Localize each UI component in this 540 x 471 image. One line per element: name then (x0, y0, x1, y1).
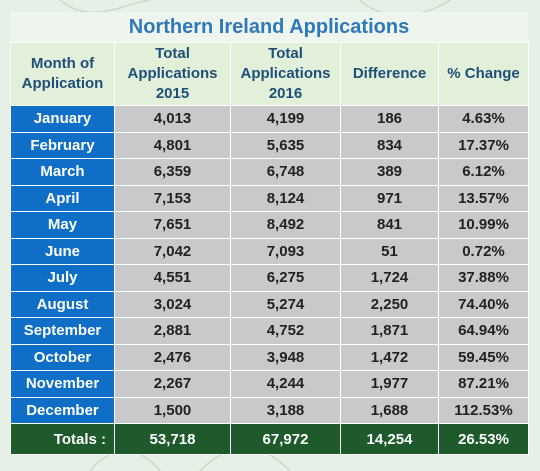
difference-cell: 2,250 (340, 290, 439, 318)
pct-change-cell: 37.88% (438, 264, 529, 292)
total-2016-cell: 4,244 (230, 370, 341, 398)
header-difference: Difference (340, 42, 439, 106)
total-2016-cell: 6,275 (230, 264, 341, 292)
pct-change-cell: 74.40% (438, 290, 529, 318)
header-total-2016: Total Applications 2016 (230, 42, 341, 106)
pct-change-cell: 64.94% (438, 317, 529, 345)
month-cell: April (10, 184, 115, 212)
total-2015-cell: 1,500 (114, 396, 231, 424)
total-2016-cell: 5,274 (230, 290, 341, 318)
table-row: March 6,359 6,748 389 6.12% (10, 158, 529, 186)
month-cell: June (10, 237, 115, 265)
table-row: May 7,651 8,492 841 10.99% (10, 211, 529, 239)
total-2016-cell: 6,748 (230, 158, 341, 186)
difference-cell: 841 (340, 211, 439, 239)
total-2015-cell: 3,024 (114, 290, 231, 318)
header-pct-change: % Change (438, 42, 529, 106)
month-cell: December (10, 396, 115, 424)
difference-cell: 389 (340, 158, 439, 186)
totals-difference: 14,254 (340, 423, 439, 455)
total-2016-cell: 8,492 (230, 211, 341, 239)
title-bar: Northern Ireland Applications (10, 12, 528, 42)
pct-change-cell: 10.99% (438, 211, 529, 239)
table-body: January 4,013 4,199 186 4.63% February 4… (10, 105, 529, 455)
difference-cell: 971 (340, 184, 439, 212)
difference-cell: 51 (340, 237, 439, 265)
table-row: September 2,881 4,752 1,871 64.94% (10, 317, 529, 345)
table-row: January 4,013 4,199 186 4.63% (10, 105, 529, 133)
pct-change-cell: 0.72% (438, 237, 529, 265)
table-row: June 7,042 7,093 51 0.72% (10, 237, 529, 265)
month-cell: September (10, 317, 115, 345)
month-cell: May (10, 211, 115, 239)
difference-cell: 1,724 (340, 264, 439, 292)
month-cell: March (10, 158, 115, 186)
applications-table-frame: Northern Ireland Applications Month of A… (10, 12, 529, 467)
totals-2016: 67,972 (230, 423, 341, 455)
table-row: April 7,153 8,124 971 13.57% (10, 184, 529, 212)
total-2015-cell: 2,267 (114, 370, 231, 398)
total-2016-cell: 4,199 (230, 105, 341, 133)
total-2015-cell: 7,042 (114, 237, 231, 265)
total-2016-cell: 8,124 (230, 184, 341, 212)
total-2015-cell: 2,881 (114, 317, 231, 345)
total-2015-cell: 4,801 (114, 131, 231, 159)
totals-pct-change: 26.53% (438, 423, 529, 455)
header-month: Month of Application (10, 42, 115, 106)
total-2016-cell: 4,752 (230, 317, 341, 345)
table-row: November 2,267 4,244 1,977 87.21% (10, 370, 529, 398)
month-cell: February (10, 131, 115, 159)
month-cell: November (10, 370, 115, 398)
total-2016-cell: 3,948 (230, 343, 341, 371)
total-2016-cell: 7,093 (230, 237, 341, 265)
totals-label: Totals : (10, 423, 115, 455)
total-2015-cell: 2,476 (114, 343, 231, 371)
month-cell: October (10, 343, 115, 371)
totals-row: Totals : 53,718 67,972 14,254 26.53% (10, 423, 529, 455)
total-2015-cell: 4,013 (114, 105, 231, 133)
table-row: December 1,500 3,188 1,688 112.53% (10, 396, 529, 424)
table-row: February 4,801 5,635 834 17.37% (10, 131, 529, 159)
total-2016-cell: 3,188 (230, 396, 341, 424)
pct-change-cell: 59.45% (438, 343, 529, 371)
total-2016-cell: 5,635 (230, 131, 341, 159)
difference-cell: 834 (340, 131, 439, 159)
table-title: Northern Ireland Applications (128, 15, 410, 38)
difference-cell: 1,977 (340, 370, 439, 398)
month-cell: August (10, 290, 115, 318)
total-2015-cell: 4,551 (114, 264, 231, 292)
header-total-2015: Total Applications 2015 (114, 42, 231, 106)
header-row: Month of Application Total Applications … (10, 42, 529, 106)
difference-cell: 1,472 (340, 343, 439, 371)
difference-cell: 186 (340, 105, 439, 133)
table-row: August 3,024 5,274 2,250 74.40% (10, 290, 529, 318)
month-cell: January (10, 105, 115, 133)
table-row: October 2,476 3,948 1,472 59.45% (10, 343, 529, 371)
table-row: July 4,551 6,275 1,724 37.88% (10, 264, 529, 292)
pct-change-cell: 13.57% (438, 184, 529, 212)
difference-cell: 1,871 (340, 317, 439, 345)
pct-change-cell: 112.53% (438, 396, 529, 424)
pct-change-cell: 87.21% (438, 370, 529, 398)
pct-change-cell: 6.12% (438, 158, 529, 186)
pct-change-cell: 17.37% (438, 131, 529, 159)
month-cell: July (10, 264, 115, 292)
difference-cell: 1,688 (340, 396, 439, 424)
pct-change-cell: 4.63% (438, 105, 529, 133)
total-2015-cell: 7,153 (114, 184, 231, 212)
total-2015-cell: 7,651 (114, 211, 231, 239)
applications-table: Month of Application Total Applications … (10, 42, 529, 455)
total-2015-cell: 6,359 (114, 158, 231, 186)
totals-2015: 53,718 (114, 423, 231, 455)
